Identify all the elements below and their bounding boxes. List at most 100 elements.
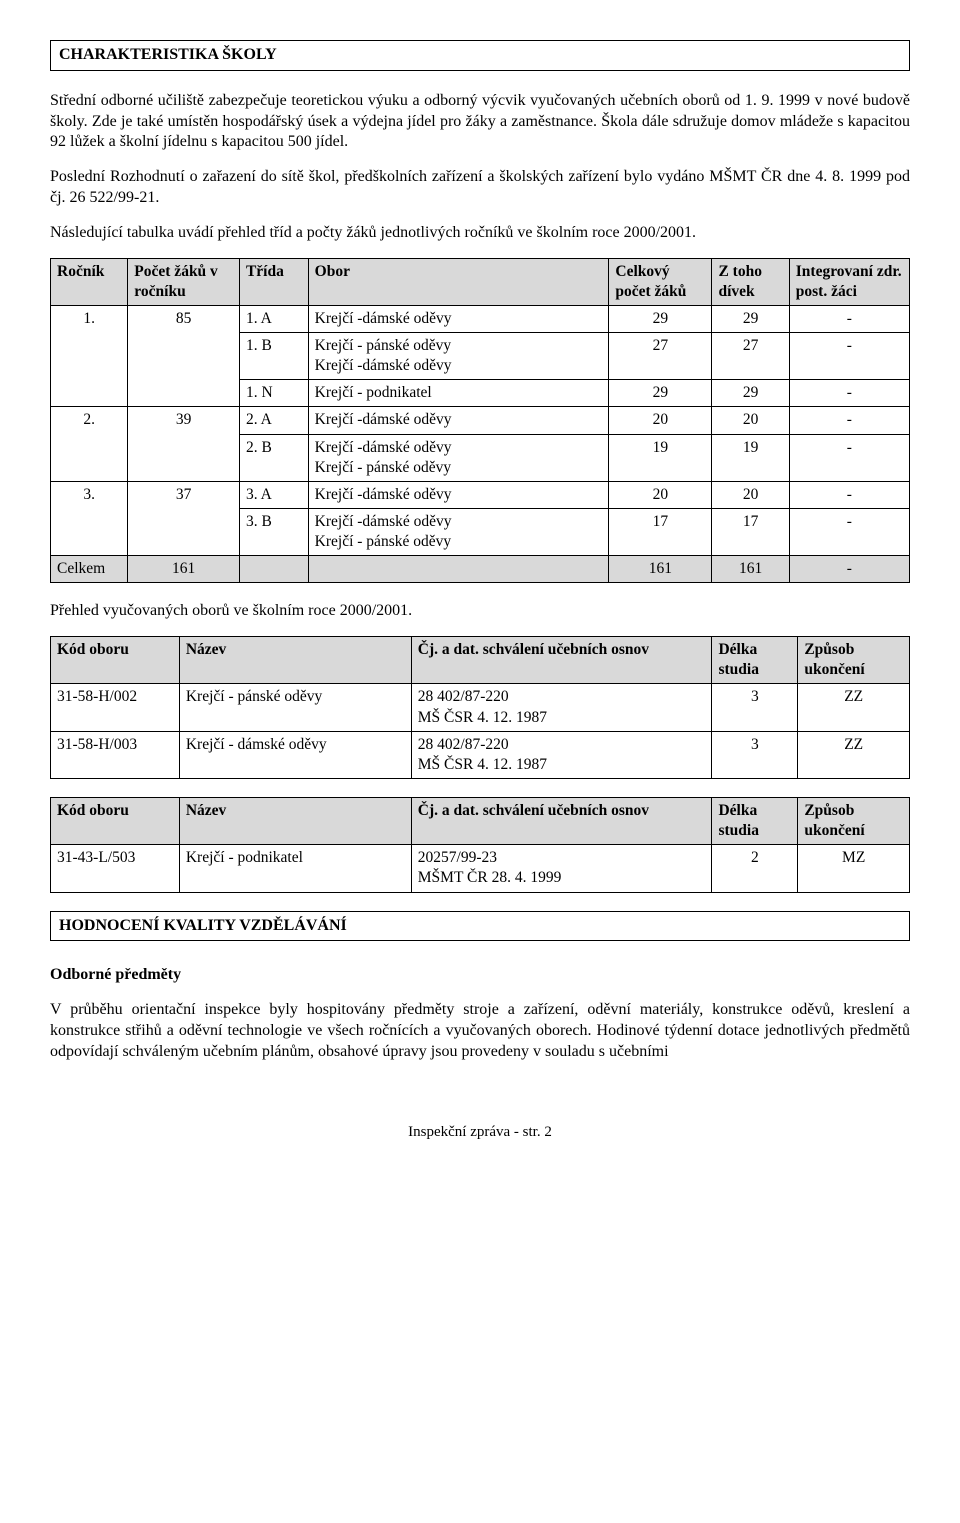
cell: 3 [712,684,798,731]
cell: 17 [712,508,789,555]
paragraph: Přehled vyučovaných oborů ve školním roc… [50,601,910,622]
cell: 2. B [239,434,308,481]
table-header-row: Kód oboru Název Čj. a dat. schválení uče… [51,637,910,684]
cell: ZZ [798,684,910,731]
cell: - [789,305,909,332]
cell: - [789,333,909,380]
cell: 27 [609,333,712,380]
cell: 2. A [239,407,308,434]
table-row: 31-58-H/002 Krejčí - pánské oděvy 28 402… [51,684,910,731]
cell: 29 [609,305,712,332]
cell: 19 [712,434,789,481]
cell: Krejčí - dámské oděvy [179,731,411,778]
cell: 161 [609,556,712,583]
cell: 20 [712,407,789,434]
col-obor: Obor [308,258,609,305]
cell: 85 [128,305,240,407]
cell: 3 [712,731,798,778]
section-heading-hodnoceni: HODNOCENÍ KVALITY VZDĚLÁVÁNÍ [50,911,910,942]
cell: 31-58-H/002 [51,684,180,731]
classes-table: Ročník Počet žáků v ročníku Třída Obor C… [50,258,910,584]
courses-table-1: Kód oboru Název Čj. a dat. schválení uče… [50,636,910,779]
cell: Krejčí - podnikatel [179,845,411,892]
cell: - [789,508,909,555]
col-kod: Kód oboru [51,637,180,684]
cell: 20 [712,481,789,508]
col-ztoho: Z toho dívek [712,258,789,305]
col-trida: Třída [239,258,308,305]
cell: 3. [51,481,128,555]
cell: 161 [712,556,789,583]
cell: Celkem [51,556,128,583]
col-zpusob: Způsob ukončení [798,637,910,684]
cell: Krejčí -dámské oděvy Krejčí - pánské odě… [308,434,609,481]
cell: 20257/99-23 MŠMT ČR 28. 4. 1999 [411,845,712,892]
cell: 37 [128,481,240,555]
cell: Krejčí -dámské oděvy [308,305,609,332]
table-row: 31-43-L/503 Krejčí - podnikatel 20257/99… [51,845,910,892]
cell: 161 [128,556,240,583]
col-delka: Délka studia [712,798,798,845]
cell: - [789,380,909,407]
cell: Krejčí - pánské oděvy Krejčí -dámské odě… [308,333,609,380]
cell: - [789,407,909,434]
courses-table-2: Kód oboru Název Čj. a dat. schválení uče… [50,797,910,893]
table-row: 3. 37 3. A Krejčí -dámské oděvy 20 20 - [51,481,910,508]
cell: Krejčí -dámské oděvy Krejčí - pánské odě… [308,508,609,555]
cell: - [789,481,909,508]
col-cj: Čj. a dat. schválení učebních osnov [411,637,712,684]
table-row: 2. 39 2. A Krejčí -dámské oděvy 20 20 - [51,407,910,434]
table-header-row: Kód oboru Název Čj. a dat. schválení uče… [51,798,910,845]
cell: Krejčí -dámské oděvy [308,481,609,508]
cell [239,556,308,583]
table-header-row: Ročník Počet žáků v ročníku Třída Obor C… [51,258,910,305]
cell: 2. [51,407,128,481]
cell: - [789,556,909,583]
cell: 28 402/87-220 MŠ ČSR 4. 12. 1987 [411,731,712,778]
cell: 29 [609,380,712,407]
section-heading-charakteristika: CHARAKTERISTIKA ŠKOLY [50,40,910,71]
cell: Krejčí -dámské oděvy [308,407,609,434]
table-row: 1. 85 1. A Krejčí -dámské oděvy 29 29 - [51,305,910,332]
paragraph: Střední odborné učiliště zabezpečuje teo… [50,91,910,153]
subheading-odborne-predmety: Odborné předměty [50,965,910,986]
paragraph: V průběhu orientační inspekce byly hospi… [50,1000,910,1062]
cell: 2 [712,845,798,892]
cell: 19 [609,434,712,481]
cell: 1. A [239,305,308,332]
cell: 1. N [239,380,308,407]
table-total-row: Celkem 161 161 161 - [51,556,910,583]
cell: 29 [712,305,789,332]
cell: 3. A [239,481,308,508]
cell: 1. [51,305,128,407]
cell: 39 [128,407,240,481]
cell: 20 [609,407,712,434]
col-cj: Čj. a dat. schválení učebních osnov [411,798,712,845]
cell: 27 [712,333,789,380]
cell: 29 [712,380,789,407]
cell: Krejčí - pánské oděvy [179,684,411,731]
col-rocnik: Ročník [51,258,128,305]
col-integ: Integrovaní zdr. post. žáci [789,258,909,305]
table-row: 31-58-H/003 Krejčí - dámské oděvy 28 402… [51,731,910,778]
page-footer: Inspekční zpráva - str. 2 [50,1123,910,1143]
cell: 1. B [239,333,308,380]
col-pocet: Počet žáků v ročníku [128,258,240,305]
cell: ZZ [798,731,910,778]
cell: MZ [798,845,910,892]
cell: 31-43-L/503 [51,845,180,892]
col-delka: Délka studia [712,637,798,684]
cell [308,556,609,583]
col-celkovy: Celkový počet žáků [609,258,712,305]
cell: 3. B [239,508,308,555]
col-nazev: Název [179,798,411,845]
paragraph: Poslední Rozhodnutí o zařazení do sítě š… [50,167,910,209]
cell: Krejčí - podnikatel [308,380,609,407]
col-kod: Kód oboru [51,798,180,845]
cell: 31-58-H/003 [51,731,180,778]
cell: 17 [609,508,712,555]
paragraph: Následující tabulka uvádí přehled tříd a… [50,223,910,244]
col-zpusob: Způsob ukončení [798,798,910,845]
cell: 20 [609,481,712,508]
col-nazev: Název [179,637,411,684]
